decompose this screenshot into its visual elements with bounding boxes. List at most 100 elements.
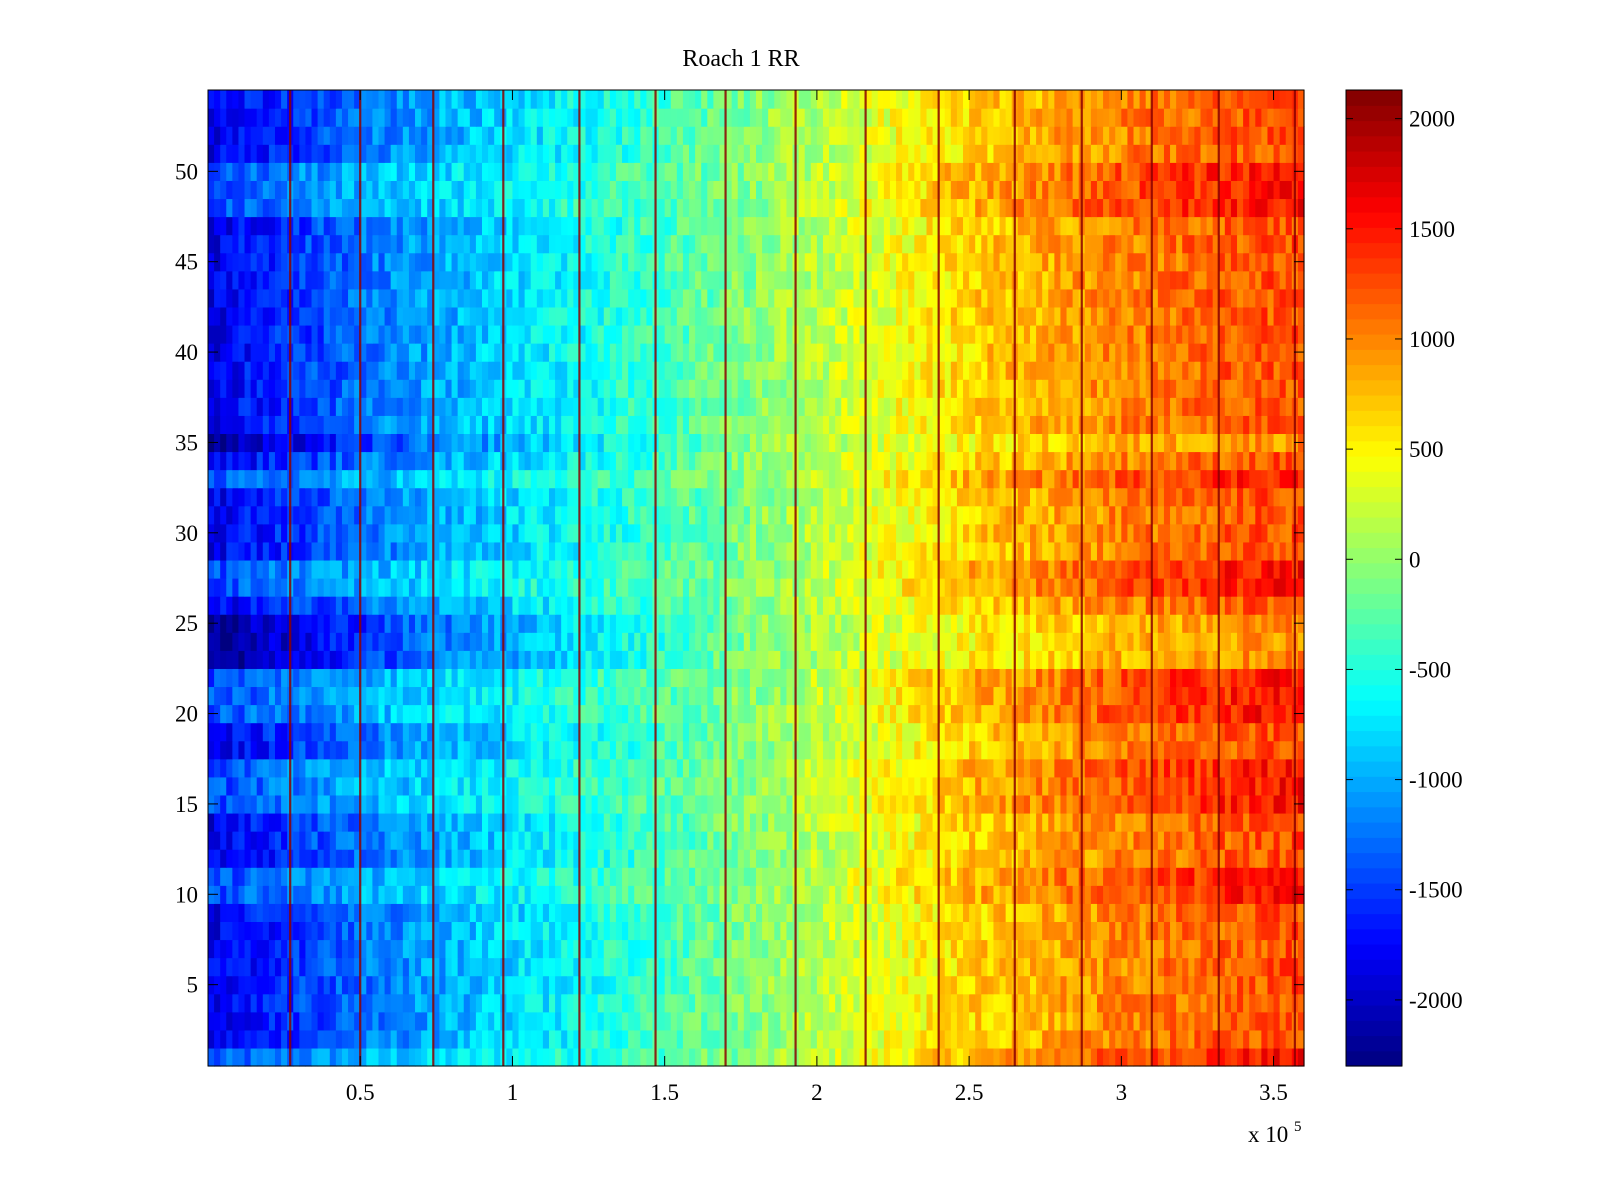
heatmap-cell	[1261, 668, 1269, 688]
heatmap-cell	[1157, 1029, 1165, 1049]
heatmap-cell	[1206, 578, 1214, 597]
heatmap-cell	[1115, 758, 1122, 778]
heatmap-cell	[780, 831, 788, 850]
heatmap-cell	[676, 614, 684, 633]
heatmap-cell	[756, 812, 763, 832]
heatmap-cell	[317, 596, 325, 615]
heatmap-cell	[232, 686, 240, 706]
heatmap-cell	[640, 740, 647, 760]
heatmap-cell	[585, 885, 593, 904]
heatmap-cell	[488, 686, 495, 706]
heatmap-cell	[1285, 794, 1293, 814]
heatmap-cell	[524, 812, 532, 832]
heatmap-cell	[1279, 578, 1287, 597]
heatmap-cell	[573, 831, 581, 850]
heatmap-cell	[670, 722, 678, 742]
heatmap-cell	[402, 704, 410, 724]
heatmap-cell	[920, 650, 928, 669]
heatmap-cell	[1054, 668, 1062, 688]
heatmap-cell	[323, 794, 331, 814]
heatmap-cell	[390, 578, 398, 597]
heatmap-cell	[682, 1011, 690, 1031]
heatmap-cell	[1163, 1029, 1171, 1049]
heatmap-cell	[268, 903, 276, 922]
heatmap-cell	[756, 921, 763, 941]
heatmap-cell	[1194, 632, 1202, 651]
heatmap-cell	[293, 614, 300, 633]
heatmap-cell	[354, 831, 361, 850]
heatmap-cell	[932, 1047, 940, 1067]
heatmap-cell	[768, 740, 775, 760]
heatmap-cell	[762, 614, 769, 633]
heatmap-cell	[220, 1047, 227, 1067]
heatmap-cell	[1054, 1047, 1062, 1067]
heatmap-cell	[329, 614, 337, 633]
heatmap-cell	[1176, 776, 1183, 796]
heatmap-cell	[542, 867, 550, 886]
heatmap-cell	[725, 939, 733, 959]
heatmap-cell	[208, 903, 215, 922]
heatmap-cell	[378, 559, 386, 579]
heatmap-cell	[950, 596, 958, 615]
heatmap-cell	[1115, 794, 1122, 814]
heatmap-cell	[634, 650, 641, 669]
heatmap-cell	[963, 1011, 970, 1031]
heatmap-cell	[1090, 668, 1098, 688]
heatmap-cell	[926, 885, 934, 904]
heatmap-cell	[1157, 812, 1165, 832]
heatmap-cell	[281, 596, 288, 615]
heatmap-cell	[1036, 578, 1043, 597]
heatmap-cell	[348, 704, 355, 724]
heatmap-cell	[1048, 632, 1055, 651]
heatmap-cell	[250, 578, 258, 597]
heatmap-cell	[999, 885, 1007, 904]
heatmap-cell	[981, 975, 988, 995]
heatmap-cell	[640, 614, 647, 633]
heatmap-cell	[853, 559, 861, 579]
heatmap-cell	[1224, 939, 1232, 959]
heatmap-cell	[914, 559, 921, 579]
heatmap-cell	[1103, 758, 1110, 778]
heatmap-cell	[360, 686, 367, 706]
heatmap-cell	[804, 794, 812, 814]
heatmap-cell	[786, 614, 794, 633]
heatmap-cell	[378, 614, 386, 633]
heatmap-cell	[1054, 632, 1062, 651]
heatmap-cell	[1060, 776, 1068, 796]
heatmap-cell	[274, 1011, 282, 1031]
heatmap-cell	[859, 1029, 867, 1049]
heatmap-cell	[975, 632, 982, 651]
heatmap-cell	[585, 704, 593, 724]
heatmap-cell	[439, 849, 447, 868]
heatmap-cell	[408, 704, 416, 724]
heatmap-cell	[530, 885, 538, 904]
heatmap-cell	[993, 1047, 1001, 1067]
heatmap-cell	[603, 758, 611, 778]
heatmap-cell	[226, 921, 233, 941]
heatmap-cell	[1005, 885, 1013, 904]
heatmap-cell	[1212, 921, 1220, 941]
heatmap-cell	[214, 903, 221, 922]
heatmap-cell	[908, 650, 915, 669]
heatmap-cell	[981, 867, 988, 886]
heatmap-cell	[372, 849, 380, 868]
heatmap-cell	[713, 975, 721, 995]
heatmap-cell	[445, 993, 453, 1013]
heatmap-cell	[914, 957, 921, 977]
heatmap-cell	[421, 740, 428, 760]
heatmap-cell	[1127, 596, 1135, 615]
heatmap-cell	[402, 903, 410, 922]
heatmap-cell	[390, 1011, 398, 1031]
heatmap-cell	[1023, 939, 1031, 959]
heatmap-cell	[1273, 921, 1281, 941]
heatmap-cell	[585, 596, 593, 615]
heatmap-cell	[999, 632, 1007, 651]
heatmap-cell	[348, 812, 355, 832]
heatmap-cell	[555, 867, 562, 886]
heatmap-cell	[396, 614, 404, 633]
heatmap-cell	[902, 758, 909, 778]
heatmap-cell	[804, 614, 812, 633]
heatmap-cell	[1249, 650, 1256, 669]
heatmap-cell	[1042, 957, 1049, 977]
heatmap-cell	[1023, 957, 1031, 977]
